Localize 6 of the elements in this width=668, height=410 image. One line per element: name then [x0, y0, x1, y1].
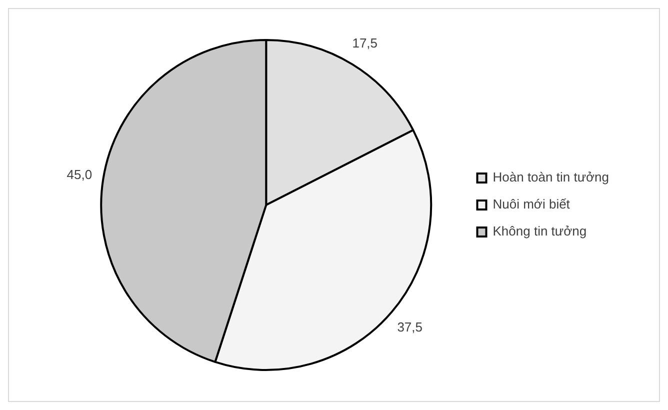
- legend-label: Nuôi mới biết: [492, 196, 570, 212]
- data-label: 37,5: [397, 319, 422, 334]
- legend-label: Hoàn toàn tin tưởng: [492, 170, 610, 185]
- legend-label: Không tin tưởng: [492, 224, 587, 239]
- data-label: 45,0: [66, 167, 92, 182]
- data-label: 17,5: [352, 35, 378, 50]
